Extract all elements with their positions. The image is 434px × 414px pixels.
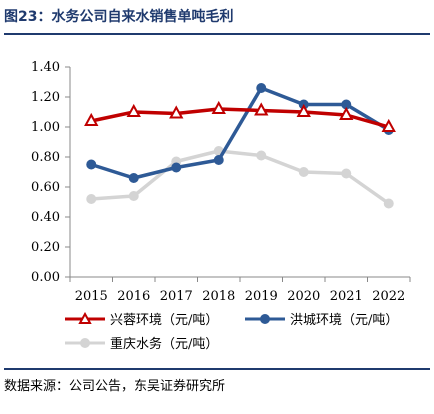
x-tick-label: 2017	[160, 289, 193, 300]
legend-swatch-circle-icon	[65, 337, 105, 348]
data-point-circle	[171, 162, 182, 173]
legend-label: 重庆水务（元/吨）	[110, 337, 219, 352]
data-point-circle	[341, 168, 352, 179]
chart-axes: 0.00 0.20 0.40 0.60 0.80 1.00 1.20 1.40 2015 2016…	[31, 60, 411, 300]
data-point-circle	[213, 155, 224, 165]
title-divider	[4, 33, 430, 35]
data-point-circle	[128, 191, 139, 201]
data-point-triangle	[211, 100, 226, 114]
series-line	[90, 86, 390, 180]
y-tick-label: 1.20	[31, 90, 60, 105]
data-point-circle	[256, 150, 267, 161]
data-point-circle	[256, 83, 267, 93]
x-tick-label: 2021	[330, 289, 363, 300]
x-tick-label: 2016	[117, 289, 150, 300]
y-tick-label: 0.60	[31, 180, 60, 195]
data-point-circle	[298, 167, 309, 177]
data-point-triangle	[296, 103, 311, 117]
legend-swatch-triangle-icon	[65, 311, 105, 324]
x-tick-label: 2015	[75, 289, 108, 300]
chart-series	[84, 83, 396, 209]
legend-label: 洪城环境（元/吨）	[290, 313, 399, 328]
y-tick-label: 1.00	[31, 120, 60, 135]
legend-item-hongcheng: 洪城环境（元/吨）	[244, 309, 398, 328]
data-point-triangle	[169, 105, 184, 119]
data-point-circle	[128, 173, 139, 183]
series-line	[90, 107, 390, 129]
y-tick-label: 0.00	[31, 270, 60, 285]
series-line	[91, 149, 390, 205]
data-point-triangle	[254, 102, 269, 116]
y-tick-label: 0.80	[31, 150, 60, 165]
legend-item-chongqing: 重庆水务（元/吨）	[64, 333, 218, 352]
x-tick-label: 2019	[245, 289, 278, 300]
legend-swatch-circle-icon	[245, 313, 285, 324]
data-point-circle	[86, 194, 97, 204]
x-tick-label: 2022	[372, 289, 405, 300]
y-tick-label: 1.40	[31, 60, 60, 75]
source-note: 数据来源：公司公告，东吴证券研究所	[4, 379, 226, 394]
y-tick-label: 0.40	[31, 210, 60, 225]
legend-label: 兴蓉环境（元/吨）	[110, 313, 219, 328]
data-point-circle	[341, 99, 352, 110]
x-tick-label: 2018	[202, 289, 235, 300]
data-point-triangle	[84, 112, 99, 126]
source-divider	[4, 368, 430, 370]
data-point-triangle	[381, 118, 396, 132]
chart-title: 图23：水务公司自来水销售单吨毛利	[4, 9, 234, 25]
data-point-circle	[383, 198, 394, 209]
x-tick-label: 2020	[287, 289, 320, 300]
data-point-triangle	[126, 103, 141, 117]
legend-item-xingrong: 兴蓉环境（元/吨）	[64, 309, 218, 328]
data-point-triangle	[339, 106, 354, 120]
y-tick-label: 0.20	[31, 240, 60, 255]
line-chart: 0.00 0.20 0.40 0.60 0.80 1.00 1.20 1.40 2015 2016…	[31, 60, 411, 300]
data-point-circle	[86, 159, 97, 170]
